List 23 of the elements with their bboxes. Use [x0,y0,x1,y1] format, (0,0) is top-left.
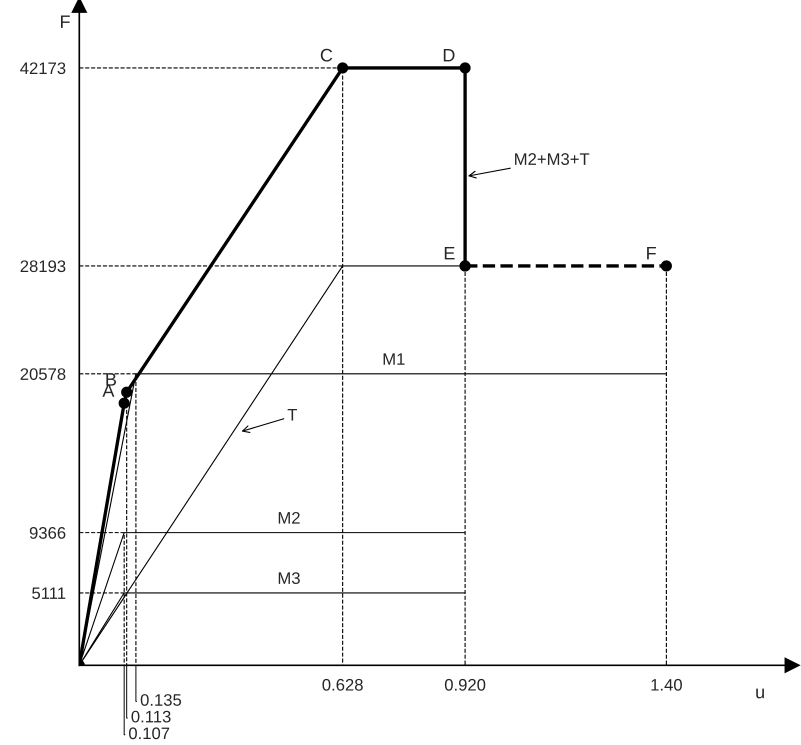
annotation: E [444,246,455,260]
y-tick-label: 5111 [32,587,66,600]
y-tick-label: 42173 [20,62,66,74]
x-tick-label: 1.40 [651,678,682,691]
annotation: 0.113 [132,710,171,723]
y-tick-label: 28193 [20,260,66,272]
annotation: B [106,373,116,386]
annotation: T [288,409,298,420]
annotation: 0.135 [140,694,182,706]
x-tick-label: 0.628 [322,678,363,691]
annotation: D [444,48,455,62]
y-tick-label: 20578 [20,368,66,380]
annotation: M1 [384,353,405,365]
annotation: M2+M3+T [515,153,590,165]
annotation: M2 [278,512,300,524]
annotation: C [320,48,332,62]
annotation: F [647,246,656,260]
annotation: M3 [278,572,300,584]
annotation: 0.107 [128,727,170,740]
x-tick-label: 0.920 [444,678,486,691]
x-axis-title: u [756,688,764,698]
y-axis-title: F [61,15,70,28]
y-tick-label: 9366 [30,527,66,539]
